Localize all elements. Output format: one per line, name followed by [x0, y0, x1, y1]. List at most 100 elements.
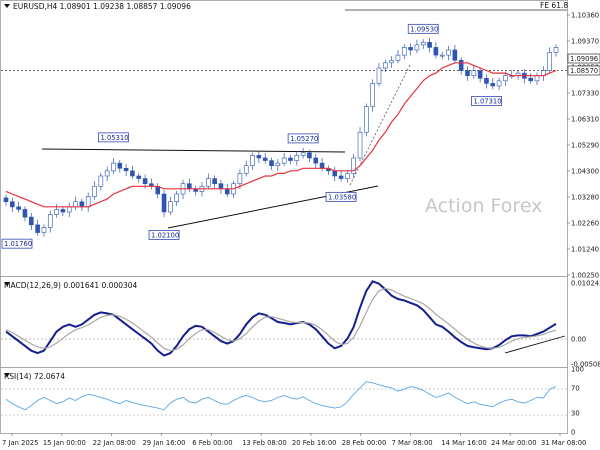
- candle-body: [54, 209, 59, 215]
- candle-body: [98, 175, 104, 187]
- candle-body: [3, 197, 9, 203]
- x-tick-label: 20 Feb 16:00: [292, 439, 337, 447]
- price-title: EURUSD,H4 1.08901 1.09238 1.08857 1.0909…: [13, 2, 191, 11]
- price-now-label: 1.09096: [570, 55, 598, 63]
- price-tick-label: 1.05290: [571, 142, 599, 150]
- candle-body: [22, 209, 28, 218]
- candle-body: [117, 162, 123, 169]
- price-tick-label: 1.03280: [571, 194, 599, 202]
- x-tick-label: 22 Jan 08:00: [93, 439, 136, 447]
- rsi-line: [5, 381, 557, 411]
- price-tick-label: 1.06310: [571, 116, 599, 124]
- candle-body: [41, 227, 47, 233]
- rsi-title: RSI(14) 72.0674: [4, 372, 65, 381]
- candle-body: [79, 201, 85, 208]
- rsi-tick-label: 0: [571, 429, 575, 437]
- x-tick-label: 14 Mar 16:00: [441, 439, 486, 447]
- x-tick-label: 6 Feb 00:00: [192, 439, 232, 447]
- annotation-label: 1.02100: [151, 231, 179, 239]
- candle-body: [383, 62, 388, 69]
- candle-body: [458, 59, 464, 71]
- candle-body: [408, 47, 413, 51]
- annotation-label: 1.05270: [290, 135, 318, 143]
- x-tick-label: 29 Jan 16:00: [142, 439, 185, 447]
- candle-body: [288, 157, 293, 161]
- x-tick-label: 15 Jan 00:00: [43, 439, 86, 447]
- candle-body: [364, 106, 369, 133]
- candle-body: [269, 160, 274, 167]
- annotation-box: [148, 230, 180, 240]
- candle-body: [300, 152, 306, 156]
- candle-body: [47, 214, 53, 228]
- candle-body: [553, 47, 559, 53]
- candle-body: [174, 193, 179, 203]
- signal-line: [5, 287, 557, 352]
- macd-title: MACD(12,26,9) 0.001641 0.000304: [4, 281, 138, 290]
- candle-body: [547, 52, 552, 71]
- macd-tick-label: 0.00: [571, 336, 586, 344]
- candle-body: [212, 178, 217, 185]
- candle-body: [73, 201, 78, 208]
- candle-body: [307, 152, 312, 159]
- price-tick-label: 1.02260: [571, 220, 599, 228]
- candle-body: [136, 175, 142, 179]
- candle-body: [294, 155, 300, 161]
- candle-body: [484, 77, 489, 84]
- candle-body: [433, 47, 439, 56]
- x-axis: 7 Jan 2025 15 Jan 00:00 22 Jan 08:00 29 Jan…: [2, 433, 586, 447]
- candle-body: [85, 196, 91, 208]
- x-tick-label: 24 Mar 00:00: [491, 439, 536, 447]
- price-tick-label: 1.07330: [571, 90, 599, 98]
- collapse-triangle-icon[interactable]: [4, 4, 10, 8]
- candle-body: [250, 155, 255, 167]
- annotation-box: [471, 96, 502, 106]
- candle-body: [104, 170, 110, 177]
- price-y-axis: 1.103601.093701.083501.073301.063101.052…: [567, 12, 599, 280]
- candle-body: [275, 162, 281, 167]
- candle-body: [345, 173, 350, 179]
- candle-body: [256, 155, 262, 159]
- x-tick-label: 31 Mar 08:00: [541, 439, 586, 447]
- price-annotations: 1.01760 1.05310 1.02100 1.05270 1.03580 1.095…: [1, 23, 502, 249]
- candle-body: [471, 70, 477, 76]
- candle-body: [427, 41, 432, 48]
- candle-body: [534, 75, 540, 82]
- candle-body: [237, 173, 243, 185]
- macd-tick-label: 0.010242: [571, 280, 600, 288]
- price-level-tag: [567, 65, 600, 76]
- candle-body: [111, 162, 116, 172]
- candle-body: [16, 206, 21, 210]
- rsi-tick-label: 30: [571, 410, 580, 418]
- candle-body: [60, 209, 66, 213]
- candle-body: [313, 157, 319, 164]
- annotation-box: [325, 191, 357, 202]
- candlesticks: [3, 38, 559, 237]
- rsi-y-axis: 100 70 30 0: [571, 366, 584, 437]
- candle-body: [370, 83, 375, 107]
- annotation-label: 1.09530: [410, 25, 438, 33]
- candle-body: [439, 54, 445, 57]
- macd-trendline: [504, 335, 566, 354]
- candle-body: [465, 70, 470, 76]
- rsi-collapse-icon[interactable]: [4, 373, 10, 377]
- macd-collapse-icon[interactable]: [4, 282, 10, 286]
- candle-body: [357, 131, 363, 159]
- price-tick-label: 1.09370: [571, 38, 599, 46]
- price-tick-label: 1.10360: [571, 12, 599, 20]
- candle-body: [218, 183, 224, 190]
- price-now-tag: [567, 53, 600, 64]
- candle-body: [243, 165, 249, 174]
- candle-body: [332, 170, 338, 177]
- watermark: Action Forex: [425, 195, 542, 217]
- fe-label: FE 61.8: [540, 1, 568, 10]
- candle-body: [187, 183, 192, 190]
- candle-body: [168, 201, 173, 213]
- candle-body: [395, 54, 401, 61]
- macd-line: [5, 280, 557, 357]
- candle-body: [92, 185, 97, 197]
- x-tick-label: 13 Feb 08:00: [242, 439, 287, 447]
- price-panel: [0, 0, 568, 277]
- candle-body: [35, 224, 40, 233]
